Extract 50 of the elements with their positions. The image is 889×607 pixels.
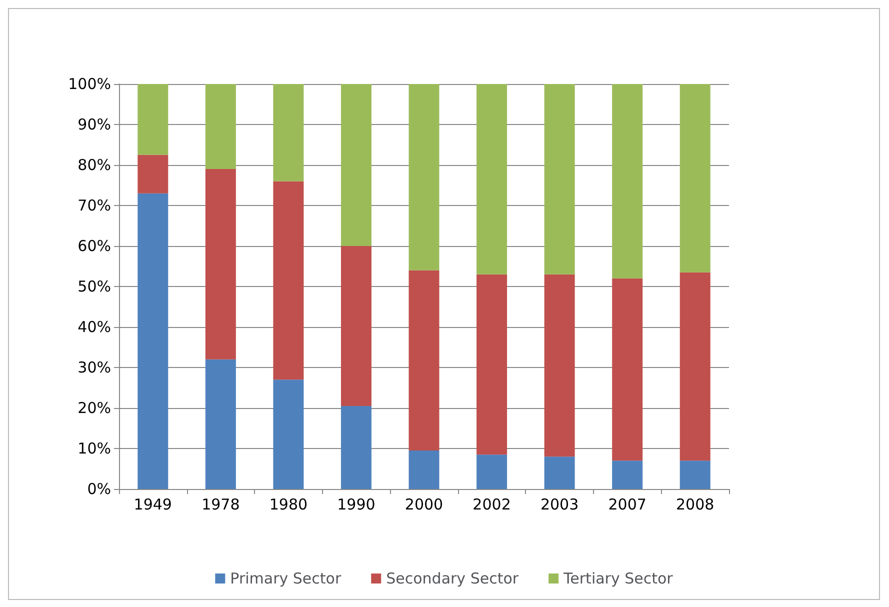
y-tick-label: 90% [78, 116, 111, 134]
bar [205, 84, 236, 170]
bar [544, 274, 575, 457]
y-tick-label: 80% [78, 156, 111, 174]
x-tick-label: 1990 [337, 496, 376, 514]
x-tick-label: 2002 [472, 496, 511, 514]
bar [408, 270, 440, 451]
bar [138, 84, 168, 155]
y-tick-label: 50% [78, 278, 111, 296]
bar [612, 460, 643, 489]
bar [340, 246, 372, 406]
bar [408, 84, 440, 270]
bar [612, 278, 643, 461]
y-tick-label: 0% [87, 480, 111, 498]
bar [340, 84, 372, 246]
bar [544, 456, 575, 489]
bar [408, 450, 440, 489]
y-tick-label: 30% [78, 358, 111, 376]
y-tick-label: 100% [68, 75, 111, 93]
bar [273, 380, 304, 489]
bar [476, 84, 508, 274]
x-tick-label: 1949 [134, 496, 172, 514]
y-tick-label: 70% [78, 196, 111, 214]
legend-label: Secondary Sector [386, 570, 520, 588]
bar [273, 84, 304, 182]
bar [138, 154, 168, 194]
y-tick-label: 20% [78, 399, 111, 417]
legend-label: Tertiary Sector [562, 570, 674, 588]
bar [680, 460, 710, 489]
bar [273, 181, 304, 380]
bar [476, 454, 508, 489]
y-tick-label: 10% [78, 440, 111, 458]
bar [340, 406, 372, 489]
bar [680, 272, 710, 461]
bar [205, 169, 236, 360]
bar [544, 84, 575, 274]
x-tick-label: 1980 [269, 496, 308, 514]
y-tick-label: 40% [78, 318, 111, 336]
x-tick-label: 1978 [202, 496, 240, 514]
bar [680, 84, 710, 272]
bar [476, 274, 508, 455]
legend-label: Primary Sector [230, 570, 342, 588]
x-tick-label: 2000 [404, 496, 444, 514]
bar [205, 359, 236, 489]
x-tick-label: 2003 [540, 496, 579, 514]
y-tick-label: 60% [78, 237, 111, 255]
bar [138, 193, 168, 489]
x-tick-label: 2008 [676, 496, 714, 514]
bar [612, 84, 643, 278]
x-tick-label: 2007 [608, 496, 646, 514]
